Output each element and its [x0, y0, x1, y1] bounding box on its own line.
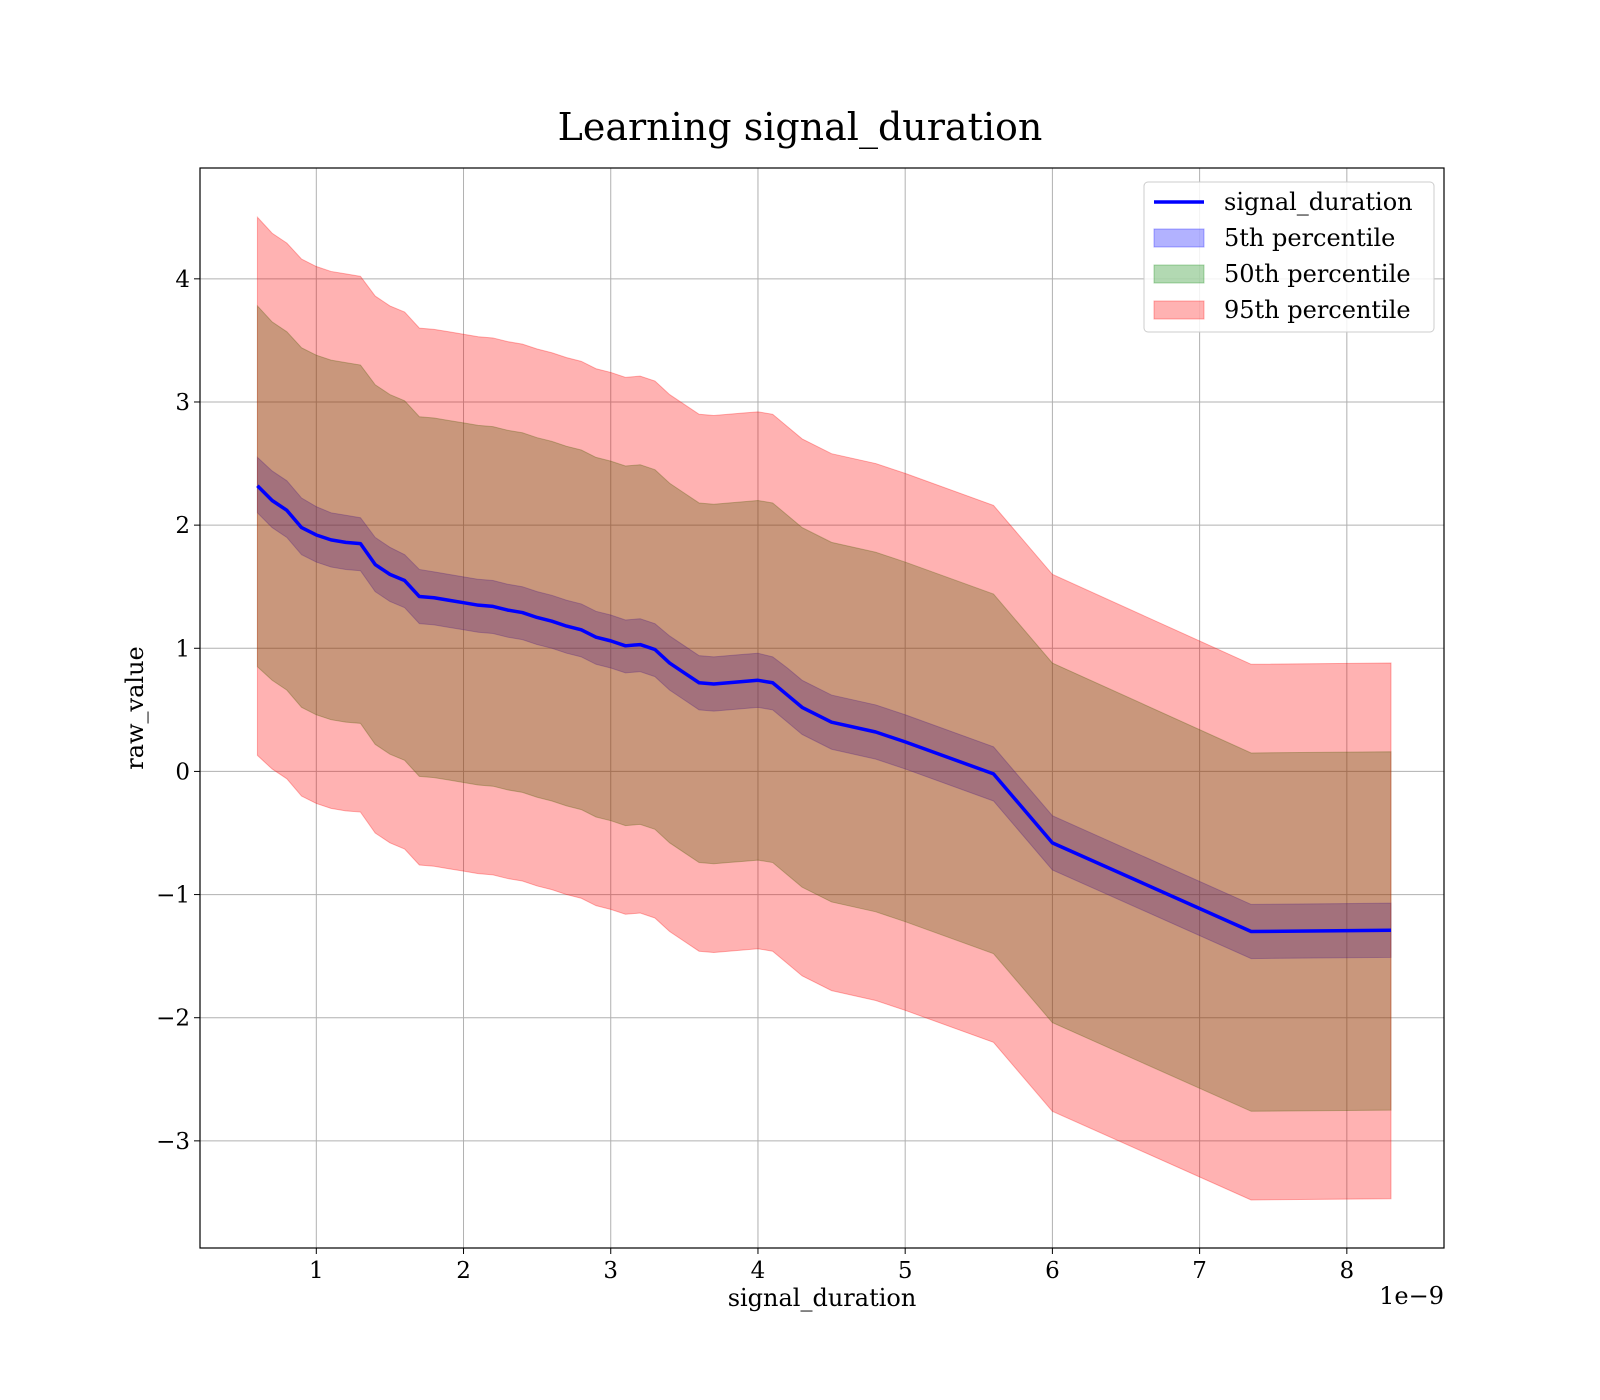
x-tick-label: 6	[1045, 1258, 1060, 1284]
x-tick-label: 8	[1340, 1258, 1355, 1284]
legend-label: 50th percentile	[1224, 260, 1411, 288]
legend-swatch-patch	[1153, 228, 1205, 248]
y-axis-label: raw_value	[121, 646, 149, 770]
axis-ticks: 1 2 3 4 5 6 7 8 −3 −2 −1 0 1 2 3 4	[156, 267, 1354, 1284]
x-tick-label: 7	[1192, 1258, 1207, 1284]
y-tick-label: −3	[156, 1129, 190, 1155]
band-50th-percentile	[256, 304, 1392, 1112]
x-tick-label: 1	[309, 1258, 324, 1284]
y-tick-label: −2	[156, 1006, 190, 1032]
legend-label: 95th percentile	[1224, 296, 1411, 324]
plot-frame	[199, 167, 1445, 1249]
x-tick-label: 2	[456, 1258, 471, 1284]
y-tick-label: 2	[175, 513, 190, 539]
series-lines	[256, 484, 1392, 934]
legend-box	[1143, 181, 1435, 333]
x-tick-label: 5	[898, 1258, 913, 1284]
y-tick-label: −1	[156, 883, 190, 909]
y-tick-label: 1	[175, 636, 190, 662]
x-axis-label: signal_duration	[728, 1284, 917, 1312]
percentile-bands	[256, 215, 1392, 1201]
band-5th-percentile	[256, 456, 1392, 960]
x-axis-offset-text: 1e−9	[1379, 1282, 1444, 1310]
x-tick-label: 3	[603, 1258, 618, 1284]
series-line-signal-duration	[256, 484, 1392, 934]
chart-title: Learning signal_duration	[558, 105, 1043, 150]
y-tick-label: 0	[175, 759, 190, 785]
grid	[200, 168, 1444, 1248]
legend: signal_duration 5th percentile 50th percen…	[1143, 181, 1435, 333]
legend-swatch-patch	[1153, 264, 1205, 284]
legend-label: signal_duration	[1224, 188, 1413, 216]
x-tick-label: 4	[751, 1258, 766, 1284]
band-95th-percentile	[256, 215, 1392, 1201]
y-tick-label: 3	[175, 390, 190, 416]
legend-label: 5th percentile	[1224, 224, 1395, 252]
y-tick-label: 4	[175, 267, 190, 293]
legend-swatch-patch	[1153, 300, 1205, 320]
